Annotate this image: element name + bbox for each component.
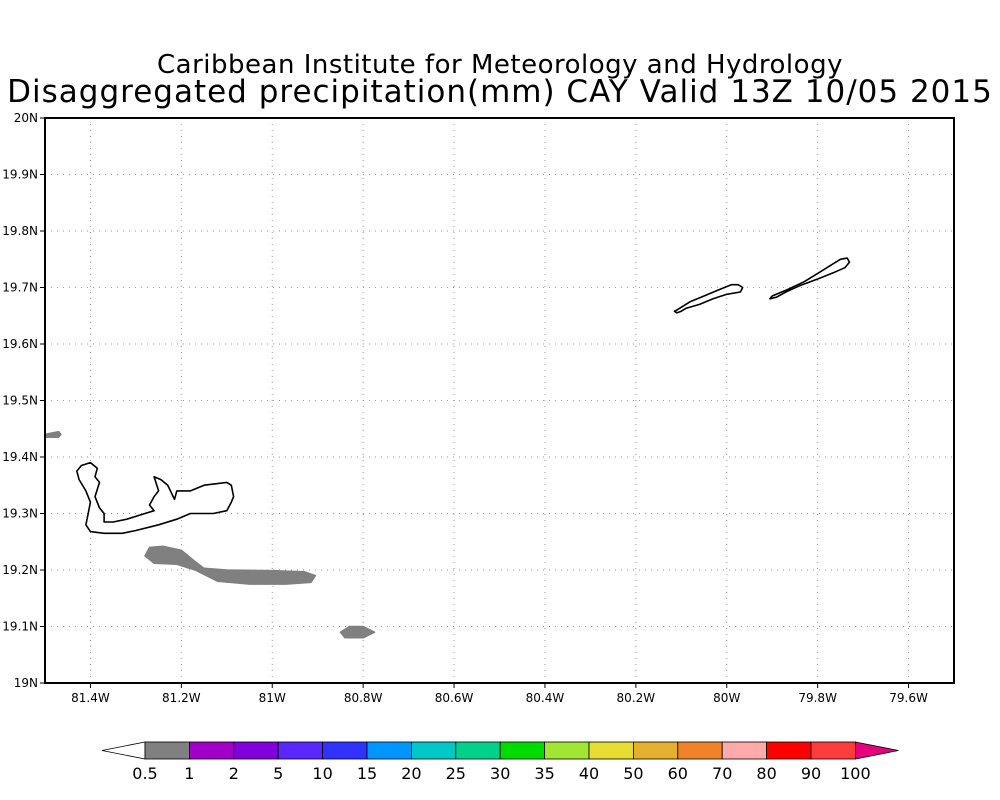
lon-tick-label: 80.8W [344,691,383,705]
colorbar-label: 10 [312,764,332,783]
colorbar-label: 35 [534,764,554,783]
colorbar-swatch [366,741,412,760]
colorbar-label: 0.5 [132,764,157,783]
colorbar-swatch [233,741,279,760]
lon-tick-label: 81.2W [162,691,201,705]
grand-cayman-coastline [76,461,235,535]
colorbar-swatch [322,741,368,760]
lat-tick-label: 19N [14,676,38,690]
colorbar-min-arrow [101,741,146,760]
latitude-axis: 19N 19.1N 19.2N 19.3N 19.4N 19.5N 19.6N 19.7N 19… [2,111,45,690]
colorbar-label: 5 [273,764,283,783]
colorbar-swatch [766,741,812,760]
colorbar-label: 40 [579,764,599,783]
colorbar-swatch [588,741,634,760]
lon-tick-label: 80.6W [435,691,474,705]
colorbar-swatch [277,741,324,760]
map-background [45,118,954,683]
lat-tick-label: 19.2N [2,563,38,577]
colorbar-label: 2 [229,764,239,783]
map-grid [45,118,954,683]
lon-tick-label: 81W [259,691,286,705]
colorbar-label: 60 [668,764,688,783]
colorbar-label: 90 [801,764,821,783]
cayman-brac-coastline [769,257,851,300]
colorbar-label: 50 [623,764,643,783]
lon-tick-label: 80W [713,691,740,705]
lat-tick-label: 20N [14,111,38,125]
lat-tick-label: 19.9N [2,168,38,182]
colorbar-label: 100 [840,764,871,783]
colorbar-swatch [499,741,546,760]
colorbar-swatch [410,741,457,760]
colorbar-label: 20 [401,764,421,783]
colorbar-swatch [810,741,856,760]
lat-tick-label: 19.4N [2,450,38,464]
colorbar-label: 80 [756,764,776,783]
colorbar-swatch [455,741,501,760]
lon-tick-label: 79.6W [889,691,928,705]
lat-tick-label: 19.7N [2,281,38,295]
lat-tick-label: 19.5N [2,394,38,408]
lon-tick-label: 80.4W [526,691,565,705]
lat-tick-label: 19.6N [2,337,38,351]
colorbar-swatch [677,741,723,760]
colorbar-label: 30 [490,764,510,783]
colorbar-label: 1 [184,764,194,783]
precip-area-south-small [339,625,376,639]
lon-tick-label: 81.4W [71,691,110,705]
colorbar-legend: 0.5 1 2 5 10 15 20 25 30 35 40 50 60 70 80 90 100 [101,741,899,783]
colorbar-label: 70 [712,764,732,783]
lat-tick-label: 19.1N [2,620,38,634]
colorbar-swatch [721,741,768,760]
lon-tick-label: 80.2W [617,691,656,705]
lon-tick-label: 79.8W [798,691,837,705]
colorbar-label: 15 [357,764,377,783]
colorbar-swatch [188,741,235,760]
colorbar-swatch [544,741,590,760]
longitude-axis: 81.4W 81.2W 81W 80.8W 80.6W 80.4W 80.2W 80W 79.8… [71,683,928,705]
colorbar-swatch [144,741,190,760]
lat-tick-label: 19.8N [2,224,38,238]
colorbar-label: 25 [446,764,466,783]
precip-area-south-of-grand-cayman [144,545,317,585]
coastline-layer [76,257,851,535]
chart-title-institute: Caribbean Institute for Meteorology and … [157,50,843,80]
colorbar-swatch [633,741,679,760]
little-cayman-coastline [673,283,744,314]
lat-tick-label: 19.3N [2,507,38,521]
colorbar-max-arrow [855,741,899,760]
precipitation-layer [44,430,376,639]
chart-title-product: Disaggregated precipitation(mm) CAY Vali… [7,74,993,110]
